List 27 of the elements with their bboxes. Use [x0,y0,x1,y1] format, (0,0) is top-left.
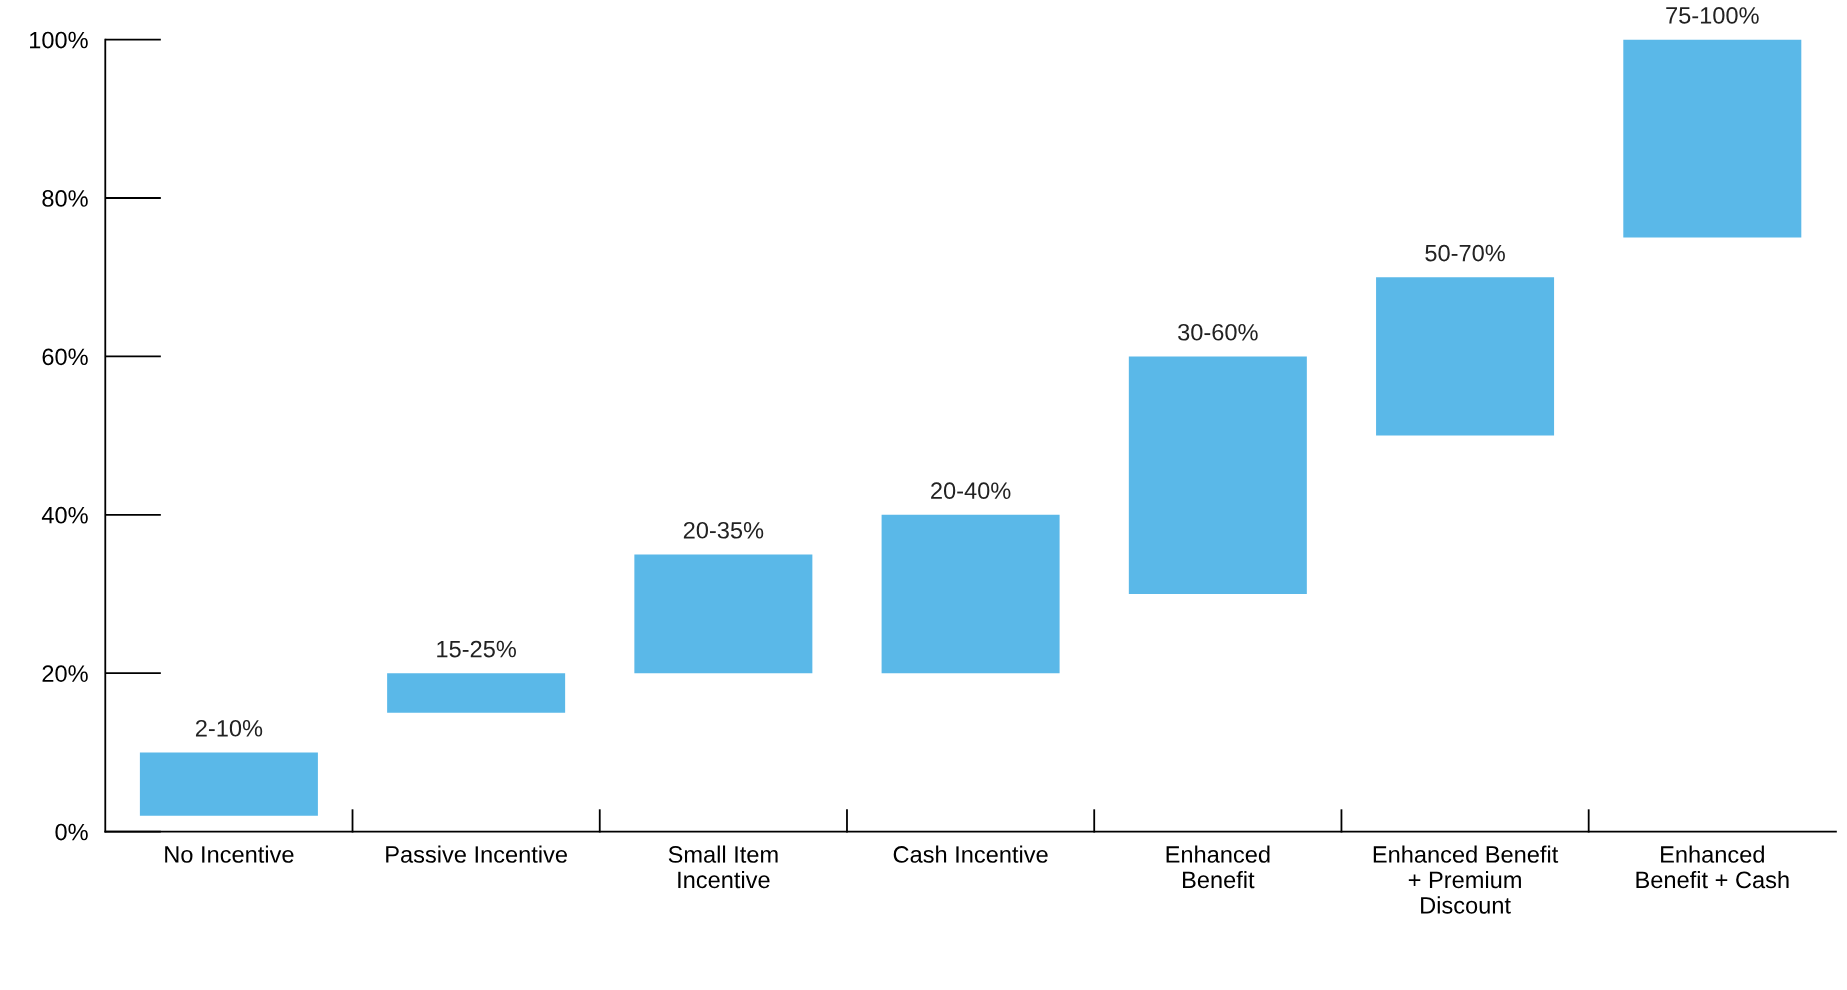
bar [387,673,566,713]
y-tick-label: 20% [42,665,88,682]
annotation: 50-70% [1425,244,1505,262]
bar [1623,39,1802,238]
annotation: 75-100% [1666,7,1759,24]
annotation: 20-40% [931,482,1011,500]
annotation: 15-25% [437,640,516,658]
bar [1376,277,1555,436]
bar [1128,356,1307,594]
y-tick-label: 0% [55,823,88,841]
y-tick-label: 60% [42,348,88,366]
bar [881,514,1060,674]
x-tick-label: Passive Incentive [386,845,567,863]
y-tick-label: 100% [30,31,88,49]
x-tick-label: No Incentive [165,845,294,863]
bar [634,554,813,674]
annotation: 30-60% [1178,323,1258,341]
y-tick-label: 40% [41,506,88,524]
x-tick-label: Enhanced Benefit + Cash [1636,845,1789,889]
y-tick-label: 80% [42,190,88,207]
x-tick-label: Enhanced Benefit [1166,845,1270,889]
x-tick-label: Small Item Incentive [668,845,778,889]
bar [139,752,318,816]
annotation: 20-35% [683,521,764,539]
x-tick-label: Enhanced Benefit + Premium Discount [1373,845,1559,914]
annotation: 2-10% [195,719,263,737]
x-tick-label: Cash Incentive [893,845,1048,863]
